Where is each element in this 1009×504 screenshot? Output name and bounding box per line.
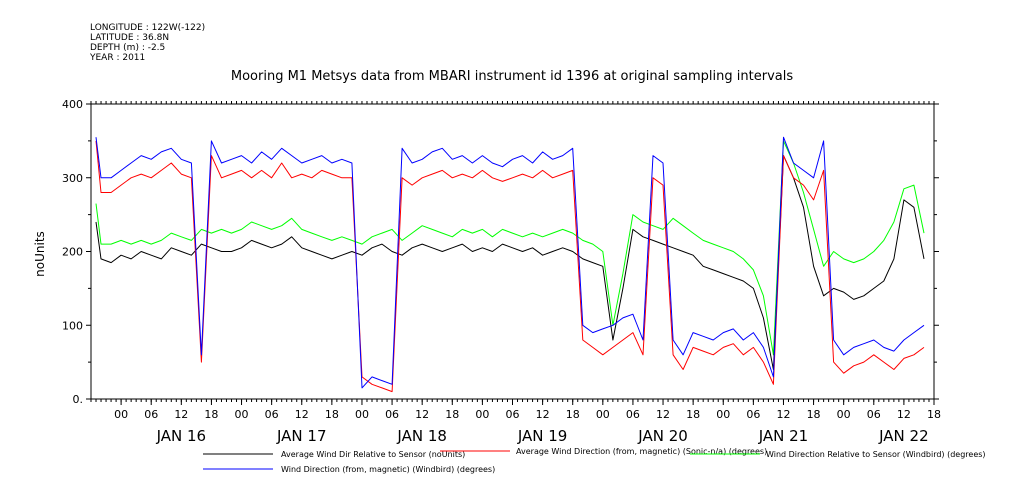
day-label: JAN 21: [758, 427, 809, 445]
x-tick-label: 06: [626, 408, 640, 421]
legend-label: Average Wind Direction (from, magnetic) …: [516, 447, 767, 456]
x-tick-label: 12: [656, 408, 670, 421]
series-line: [95, 136, 925, 389]
x-axis: 00 06 12 18 00 06 12 18 00 06 12 18 00 06 12 18 00 06 12 18…: [90, 101, 941, 445]
legend-label: Wind Direction Relative to Sensor (Windb…: [766, 450, 986, 459]
depth-text: DEPTH (m) : -2.5: [90, 43, 165, 53]
x-tick-label: 18: [686, 408, 700, 421]
day-label: JAN 18: [396, 427, 447, 445]
x-tick-label: 18: [204, 408, 218, 421]
legend: Average Wind Dir Relative to Sensor (noU…: [203, 447, 986, 474]
plot-frame: [90, 103, 935, 400]
day-label: JAN 20: [637, 427, 688, 445]
y-tick-label: 400: [62, 98, 83, 111]
x-tick-label: 18: [325, 408, 339, 421]
x-tick-label: 06: [144, 408, 158, 421]
x-tick-label: 00: [475, 408, 489, 421]
x-tick-label: 18: [445, 408, 459, 421]
series-layer: [95, 136, 925, 393]
x-tick-label: 00: [716, 408, 730, 421]
metadata-block: LONGITUDE : 122W(-122) LATITUDE : 36.8N …: [89, 23, 205, 63]
y-tick-label: 100: [62, 319, 83, 332]
x-tick-label: 06: [746, 408, 760, 421]
chart-title: Mooring M1 Metsys data from MBARI instru…: [231, 69, 793, 84]
x-tick-label: 00: [355, 408, 369, 421]
x-tick-label: 00: [235, 408, 249, 421]
x-tick-label: 12: [536, 408, 550, 421]
x-tick-label: 12: [897, 408, 911, 421]
x-tick-label: 06: [385, 408, 399, 421]
day-label: JAN 17: [276, 427, 327, 445]
x-tick-label: 06: [867, 408, 881, 421]
x-tick-label: 18: [927, 408, 941, 421]
day-label: JAN 19: [517, 427, 568, 445]
y-tick-label: 300: [62, 172, 83, 185]
latitude-text: LATITUDE : 36.8N: [90, 33, 169, 43]
x-tick-label: 18: [566, 408, 580, 421]
x-tick-label: 18: [807, 408, 821, 421]
year-text: YEAR : 2011: [89, 53, 145, 63]
legend-label: Average Wind Dir Relative to Sensor (noU…: [281, 450, 465, 459]
series-line: [95, 140, 925, 356]
series-line: [95, 140, 925, 393]
x-tick-label: 00: [596, 408, 610, 421]
x-tick-label: 00: [837, 408, 851, 421]
day-label: JAN 22: [878, 427, 929, 445]
y-tick-label: 200: [62, 246, 83, 259]
x-tick-label: 06: [265, 408, 279, 421]
x-tick-label: 12: [174, 408, 188, 421]
day-label: JAN 16: [156, 427, 207, 445]
legend-label: Wind Direction (from, magnetic) (Windbir…: [281, 465, 495, 474]
longitude-text: LONGITUDE : 122W(-122): [90, 23, 205, 33]
x-tick-label: 06: [506, 408, 520, 421]
series-line: [95, 155, 925, 370]
y-tick-label: 0.: [73, 393, 84, 406]
x-tick-label: 12: [295, 408, 309, 421]
x-tick-label: 12: [415, 408, 429, 421]
y-axis-label: noUnits: [33, 231, 47, 277]
x-tick-label: 12: [776, 408, 790, 421]
y-axis: 0. 100 200 300 400: [62, 98, 939, 406]
x-tick-label: 00: [114, 408, 128, 421]
